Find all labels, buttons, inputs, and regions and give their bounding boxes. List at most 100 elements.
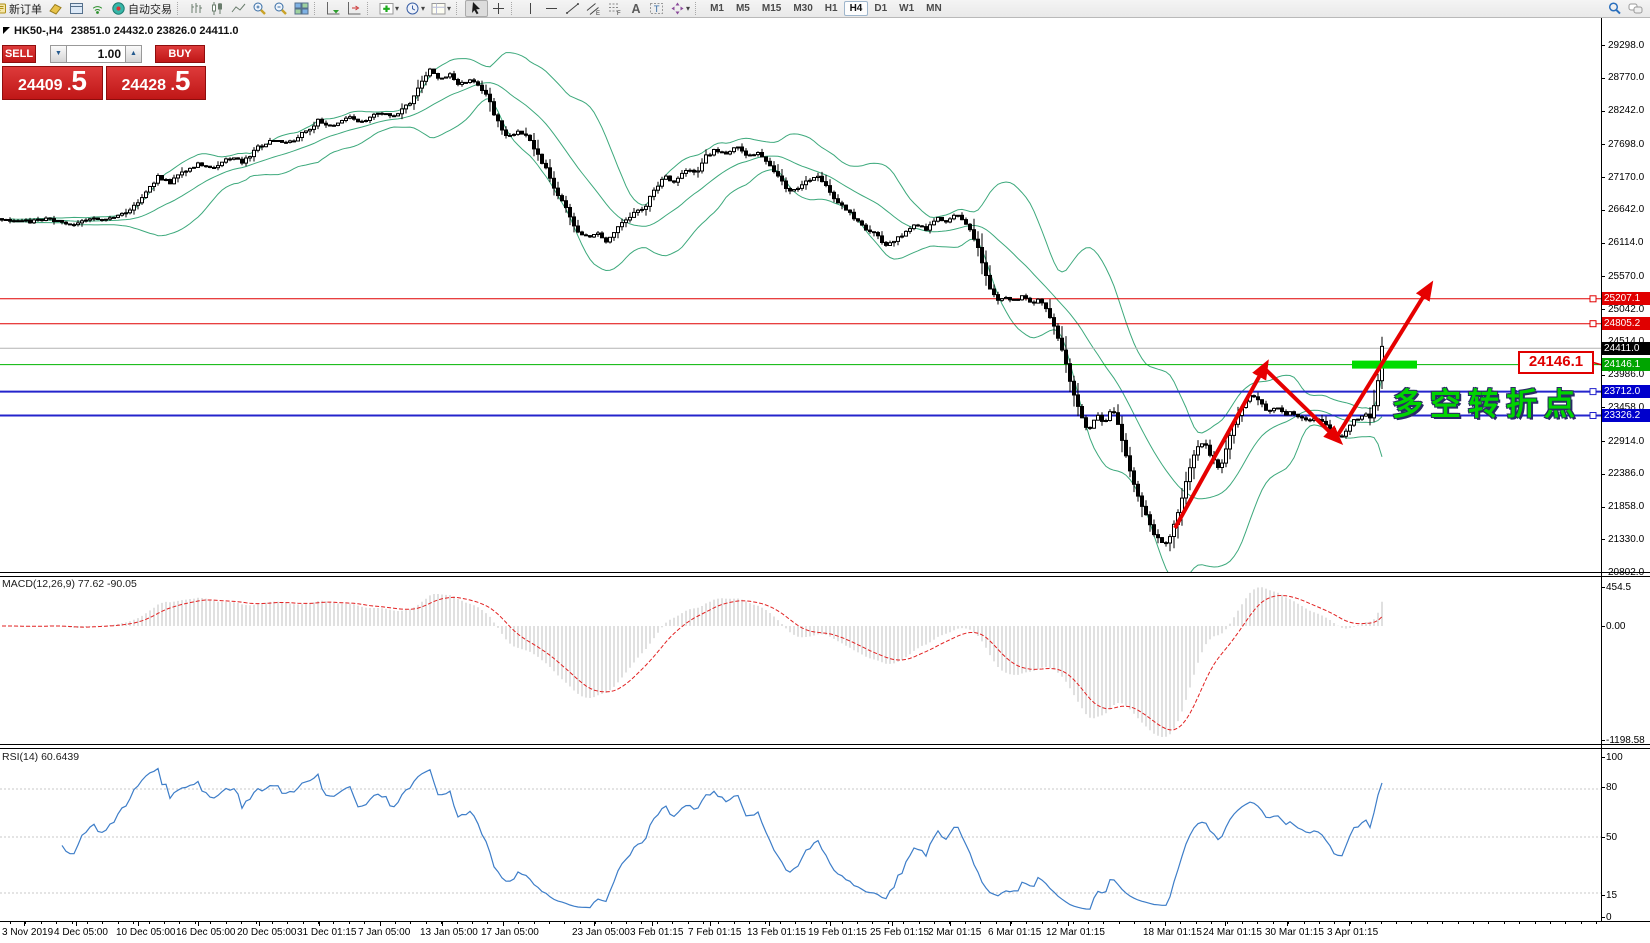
- cursor-icon: [472, 2, 481, 15]
- periods-button[interactable]: ▾: [402, 1, 428, 16]
- signals-button[interactable]: [87, 1, 108, 16]
- market-watch-button[interactable]: [45, 1, 66, 16]
- new-order-button[interactable]: 新订单: [0, 1, 45, 16]
- chart-shift-icon: [348, 2, 361, 15]
- date-label: 30 Mar 01:15: [1265, 927, 1324, 938]
- main-price-chart[interactable]: [0, 17, 1601, 573]
- text-label-button[interactable]: T: [646, 1, 667, 16]
- cursor-button[interactable]: [465, 0, 489, 17]
- bollinger-bands: [9, 52, 1383, 573]
- templates-button[interactable]: ▾: [428, 1, 454, 16]
- date-label: 7 Feb 01:15: [688, 927, 742, 938]
- timeframe-mn[interactable]: MN: [926, 3, 942, 14]
- autotrading-button[interactable]: 自动交易: [108, 1, 175, 16]
- volume-decrease-button[interactable]: ▼: [50, 45, 67, 63]
- equidistant-channel-icon: E: [586, 3, 600, 16]
- crosshair-icon: [493, 3, 505, 14]
- macd-panel[interactable]: [0, 576, 1601, 745]
- bar-chart-icon: [191, 3, 202, 13]
- date-label: 25 Feb 01:15: [870, 927, 929, 938]
- svg-text:E: E: [596, 11, 600, 16]
- svg-text:T: T: [654, 4, 660, 15]
- search-icon: [1608, 2, 1621, 15]
- autotrading-icon: [112, 2, 125, 15]
- level-handle: [1589, 388, 1597, 396]
- rsi-tick-label: 100: [1606, 751, 1623, 763]
- sell-price[interactable]: 24409 .5: [2, 66, 103, 100]
- price-badge-25207.1: 25207.1: [1602, 292, 1650, 306]
- chevron-down-icon: ▾: [421, 4, 426, 13]
- price-callout-label: 24146.1: [1518, 351, 1594, 374]
- bb-upper: [9, 52, 1383, 434]
- buy-price[interactable]: 24428 .5: [106, 66, 206, 100]
- toolbar: 新订单 自动交易 ▾ ▾ ▾ E F A T ▾ M1 M5 M15 M30 H1 H4 D1 W1 MN: [0, 0, 1650, 18]
- toolbar-grip: [511, 2, 518, 15]
- timeframe-h4[interactable]: H4: [843, 1, 869, 16]
- date-label: 24 Mar 01:15: [1203, 927, 1262, 938]
- sell-button[interactable]: SELL: [2, 45, 36, 63]
- candlestick-chart-icon: [212, 2, 222, 15]
- candlestick-chart-button[interactable]: [207, 1, 228, 16]
- equidistant-channel-button[interactable]: E: [583, 1, 604, 16]
- crosshair-button[interactable]: [488, 1, 509, 16]
- svg-text:F: F: [617, 11, 621, 16]
- date-label: 6 Mar 01:15: [988, 927, 1042, 938]
- line-chart-button[interactable]: [228, 1, 249, 16]
- date-label: 7 Jan 05:00: [358, 927, 411, 938]
- vertical-line-button[interactable]: [520, 1, 541, 16]
- toolbar-grip: [367, 2, 374, 15]
- volume-input[interactable]: 1.00: [67, 45, 125, 63]
- price-tick-label: 24514.0: [1608, 336, 1645, 348]
- chat-button[interactable]: [1625, 1, 1646, 16]
- timeframe-m5[interactable]: M5: [735, 3, 750, 14]
- line-chart-icon: [231, 3, 246, 13]
- chevron-down-icon: ▾: [686, 4, 691, 13]
- fibonacci-icon: F: [609, 3, 621, 16]
- signals-icon: [92, 6, 103, 14]
- buy-button[interactable]: BUY: [155, 45, 205, 63]
- timeframe-d1[interactable]: D1: [874, 3, 888, 14]
- indicators-button[interactable]: ▾: [376, 1, 402, 16]
- timeframe-m30[interactable]: M30: [793, 3, 813, 14]
- zoom-out-button[interactable]: [270, 1, 291, 16]
- level-handle: [1589, 295, 1597, 303]
- timeframe-h1[interactable]: H1: [824, 3, 838, 14]
- search-button[interactable]: [1604, 1, 1625, 16]
- price-tick-label: 27698.0: [1608, 138, 1645, 150]
- price-tick-label: 29298.0: [1608, 39, 1645, 51]
- svg-text:A: A: [632, 2, 641, 16]
- price-tick-label: 27170.0: [1608, 171, 1645, 183]
- new-order-label: 新订单: [9, 3, 42, 16]
- chevron-down-icon: ▾: [447, 4, 452, 13]
- trendline-button[interactable]: [562, 1, 583, 16]
- arrows-button[interactable]: ▾: [667, 1, 693, 16]
- rsi-panel[interactable]: [0, 748, 1601, 921]
- timeframe-w1[interactable]: W1: [899, 3, 915, 14]
- text-label-icon: T: [650, 3, 664, 15]
- price-tick-label: 21858.0: [1608, 501, 1645, 512]
- text-button[interactable]: A: [625, 1, 646, 16]
- price-tick-label: 22914.0: [1608, 435, 1645, 447]
- panel-divider-main-macd[interactable]: [0, 572, 1650, 577]
- date-label: 3 Nov 2019: [2, 927, 54, 938]
- toolbar-grip: [695, 2, 702, 15]
- rsi-tick-label: 50: [1606, 831, 1618, 843]
- horizontal-line-button[interactable]: [541, 1, 562, 16]
- chart-shift-button[interactable]: [344, 1, 365, 16]
- timeframe-m1[interactable]: M1: [710, 3, 724, 14]
- zoom-in-button[interactable]: [249, 1, 270, 16]
- date-label: 17 Jan 05:00: [481, 927, 539, 938]
- bar-chart-button[interactable]: [186, 1, 207, 16]
- fibonacci-button[interactable]: F: [604, 1, 625, 16]
- chart-cursor-icon: [3, 27, 10, 34]
- trendline-icon: [566, 3, 580, 14]
- timeframe-m15[interactable]: M15: [761, 3, 782, 14]
- turning-point-highlight-bar[interactable]: [1352, 360, 1417, 369]
- panel-divider-macd-rsi[interactable]: [0, 744, 1650, 749]
- volume-increase-button[interactable]: ▲: [125, 45, 142, 63]
- data-window-button[interactable]: [66, 1, 87, 16]
- tile-windows-button[interactable]: [291, 1, 312, 16]
- auto-scroll-button[interactable]: [323, 1, 344, 16]
- price-badge-23712.0: 23712.0: [1602, 385, 1650, 399]
- sell-price-main: 24409: [18, 77, 63, 94]
